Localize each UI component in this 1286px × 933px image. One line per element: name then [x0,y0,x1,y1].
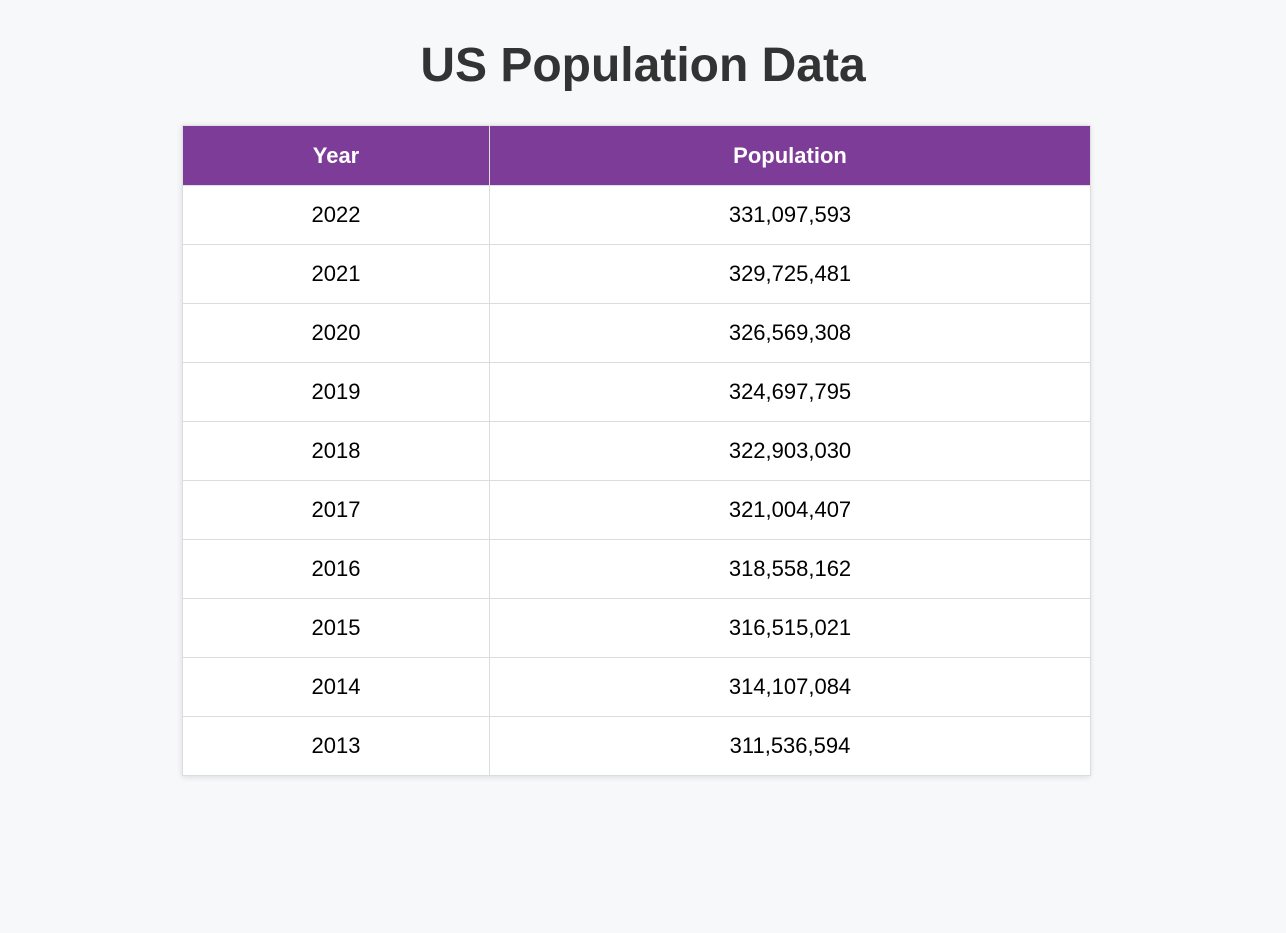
year-cell: 2014 [182,657,490,717]
table-row: 2020 326,569,308 [182,303,1091,363]
table-row: 2018 322,903,030 [182,421,1091,481]
table-row: 2022 331,097,593 [182,185,1091,245]
table-row: 2016 318,558,162 [182,539,1091,599]
year-cell: 2016 [182,539,490,599]
table-row: 2017 321,004,407 [182,480,1091,540]
year-cell: 2018 [182,421,490,481]
population-cell: 324,697,795 [489,362,1091,422]
population-cell: 318,558,162 [489,539,1091,599]
population-cell: 322,903,030 [489,421,1091,481]
year-cell: 2020 [182,303,490,363]
table-row: 2014 314,107,084 [182,657,1091,717]
table-header: Year Population [182,125,1091,186]
population-cell: 329,725,481 [489,244,1091,304]
population-cell: 326,569,308 [489,303,1091,363]
population-table-container: Year Population 2022 331,097,593 2021 32… [182,125,1091,776]
table-row: 2019 324,697,795 [182,362,1091,422]
column-header-population: Population [489,125,1091,186]
table-row: 2015 316,515,021 [182,598,1091,658]
year-cell: 2022 [182,185,490,245]
population-table: Year Population 2022 331,097,593 2021 32… [182,125,1091,776]
column-header-year: Year [182,125,490,186]
year-cell: 2019 [182,362,490,422]
population-cell: 321,004,407 [489,480,1091,540]
page-title: US Population Data [420,39,866,92]
year-cell: 2013 [182,716,490,776]
year-cell: 2017 [182,480,490,540]
year-cell: 2021 [182,244,490,304]
population-cell: 314,107,084 [489,657,1091,717]
population-cell: 331,097,593 [489,185,1091,245]
year-cell: 2015 [182,598,490,658]
population-cell: 311,536,594 [489,716,1091,776]
table-header-row: Year Population [182,125,1091,186]
table-row: 2013 311,536,594 [182,716,1091,776]
table-body: 2022 331,097,593 2021 329,725,481 2020 3… [182,185,1091,776]
population-cell: 316,515,021 [489,598,1091,658]
table-row: 2021 329,725,481 [182,244,1091,304]
